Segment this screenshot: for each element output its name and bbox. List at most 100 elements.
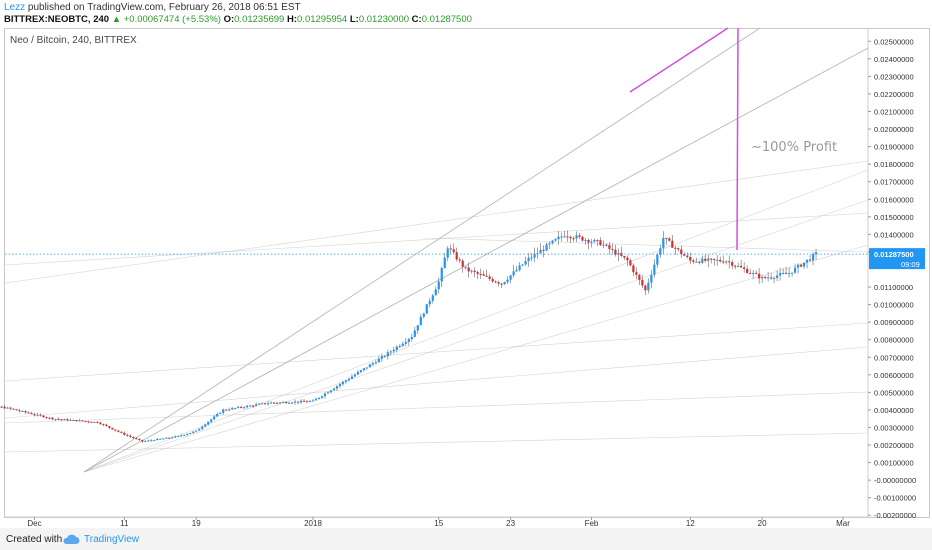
candle [126, 434, 129, 436]
candle [102, 424, 105, 426]
price-tick-label: 0.01000000 [874, 301, 914, 310]
price-tick-label: -0.00100000 [874, 494, 916, 503]
candle [725, 261, 728, 263]
candle [9, 407, 12, 409]
candle [395, 346, 398, 350]
candle [66, 419, 69, 421]
candle [692, 260, 695, 262]
candle [27, 412, 30, 414]
candle [293, 401, 297, 403]
candle [6, 407, 9, 409]
candle [308, 401, 312, 403]
candle [767, 277, 770, 279]
price-tick-label: 0.00600000 [874, 371, 914, 380]
candle [356, 372, 360, 375]
candle [341, 381, 345, 385]
candle [773, 277, 776, 279]
candle [63, 419, 66, 421]
candle [311, 400, 315, 402]
candle [470, 270, 473, 272]
time-axis[interactable]: Dec111920181523Feb1220Mar12 [5, 516, 932, 528]
candle [3, 406, 6, 409]
candle [87, 421, 90, 423]
candle [779, 272, 782, 276]
candle [802, 262, 806, 267]
candle [314, 398, 318, 401]
author-link[interactable]: Lezz [4, 2, 26, 13]
candle [632, 265, 635, 273]
candle [117, 430, 120, 432]
publish-header: Lezz published on TradingView.com, Febru… [0, 0, 932, 28]
candle [790, 272, 794, 274]
candle [491, 278, 494, 282]
trendline [83, 244, 869, 473]
candle [440, 268, 443, 282]
price-tick-label: 0.00300000 [874, 423, 914, 432]
price-tick-label: 0.02500000 [874, 37, 914, 46]
candle [222, 409, 225, 413]
candle [689, 256, 692, 261]
close-value: 0.01287500 [421, 14, 472, 25]
candle [272, 402, 276, 404]
candle [281, 402, 285, 404]
candle [578, 235, 581, 237]
created-with-label: Created with [6, 534, 63, 545]
trendline [4, 160, 869, 284]
price-chart[interactable]: ~100% Profit 0.02500000 0.02400000 0.02300… [0, 0, 932, 528]
candle [787, 273, 791, 275]
candle [51, 417, 54, 420]
candle [509, 275, 512, 280]
candle [635, 272, 638, 275]
candle [758, 273, 761, 279]
candle [404, 341, 407, 344]
candle [362, 368, 366, 371]
candle [668, 238, 671, 241]
candle [796, 264, 800, 268]
tradingview-brand-link[interactable]: TradingView [84, 534, 140, 545]
chart-title: Neo / Bitcoin, 240, BITTREX [10, 35, 137, 46]
trendline [4, 322, 869, 382]
candle [524, 261, 527, 265]
candle [572, 238, 575, 240]
close-label: C: [411, 14, 422, 25]
price-tick-label: 0.02200000 [874, 90, 914, 99]
candle [683, 254, 686, 256]
candle [99, 422, 102, 425]
candle [216, 414, 219, 417]
price-axis[interactable]: 0.02500000 0.02400000 0.02300000 0.02200000… [867, 29, 925, 520]
trendline [4, 432, 869, 453]
candle [123, 432, 126, 435]
profit-annotation-label: ~100% Profit [751, 140, 837, 155]
candle [608, 245, 611, 249]
candle [320, 396, 324, 398]
candle [287, 402, 291, 404]
candle [545, 244, 548, 251]
candle [240, 406, 243, 408]
candle [563, 236, 566, 238]
price-tick-label: 0.02100000 [874, 108, 914, 117]
candle [219, 412, 222, 415]
trendline [424, 237, 869, 253]
candle [515, 269, 518, 272]
candle [168, 437, 171, 439]
candle [147, 440, 150, 442]
candle [108, 426, 111, 428]
candle [701, 258, 704, 263]
candle [437, 281, 440, 290]
candle [752, 272, 755, 274]
candle [359, 370, 363, 373]
high-label: H: [286, 14, 298, 25]
candle [560, 236, 563, 238]
candle [371, 363, 374, 365]
price-tick-label: 0.00400000 [874, 406, 914, 415]
candle [641, 279, 644, 286]
candle [566, 236, 569, 238]
candle [761, 276, 764, 279]
candle [575, 235, 578, 239]
candle [210, 419, 213, 422]
candle [805, 259, 809, 263]
candle [539, 249, 542, 254]
candle [476, 272, 479, 274]
candle [665, 238, 668, 240]
candle [54, 419, 57, 421]
